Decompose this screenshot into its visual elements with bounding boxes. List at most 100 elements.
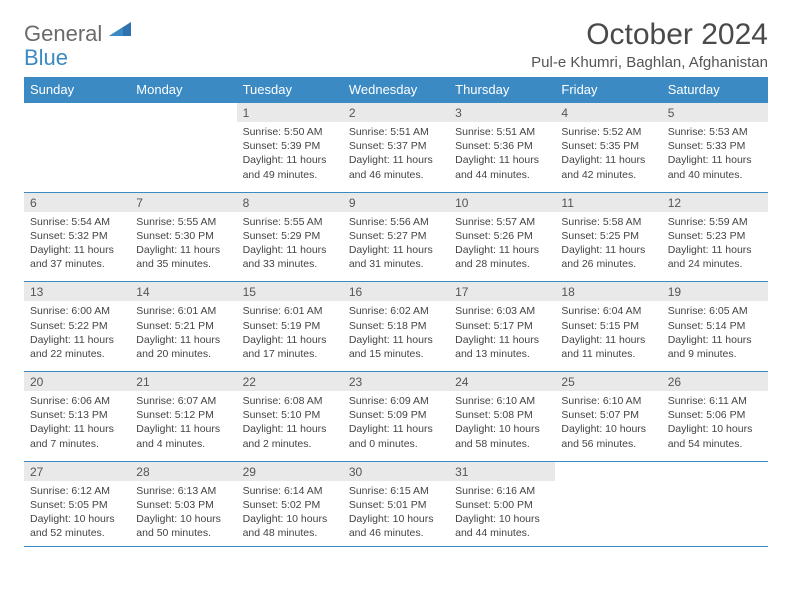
daylight-text-1: Daylight: 10 hours [668,422,762,436]
daylight-text-1: Daylight: 10 hours [349,512,443,526]
sunrise-text: Sunrise: 6:15 AM [349,484,443,498]
daylight-text-2: and 33 minutes. [243,257,337,271]
daylight-text-2: and 26 minutes. [561,257,655,271]
week-1-daynum-row: 12345 [24,103,768,123]
sunset-text: Sunset: 5:05 PM [30,498,124,512]
daylight-text-2: and 35 minutes. [136,257,230,271]
calendar-table: Sunday Monday Tuesday Wednesday Thursday… [24,77,768,547]
sunrise-text: Sunrise: 5:53 AM [668,125,762,139]
day-number-cell: 20 [24,372,130,392]
daylight-text-1: Daylight: 11 hours [668,153,762,167]
daylight-text-2: and 52 minutes. [30,526,124,540]
sunset-text: Sunset: 5:33 PM [668,139,762,153]
header: General Blue October 2024 Pul-e Khumri, … [24,18,768,71]
location-text: Pul-e Khumri, Baghlan, Afghanistan [531,54,768,71]
daylight-text-1: Daylight: 11 hours [455,243,549,257]
sunset-text: Sunset: 5:00 PM [455,498,549,512]
day-number-cell: 26 [662,372,768,392]
daylight-text-1: Daylight: 11 hours [455,153,549,167]
sunset-text: Sunset: 5:09 PM [349,408,443,422]
daylight-text-1: Daylight: 11 hours [349,243,443,257]
daylight-text-2: and 24 minutes. [668,257,762,271]
day-number-cell: 24 [449,372,555,392]
sunset-text: Sunset: 5:10 PM [243,408,337,422]
day-detail-cell: Sunrise: 5:53 AMSunset: 5:33 PMDaylight:… [662,122,768,192]
daylight-text-2: and 46 minutes. [349,526,443,540]
dow-saturday: Saturday [662,77,768,103]
day-detail-cell: Sunrise: 6:09 AMSunset: 5:09 PMDaylight:… [343,391,449,461]
day-detail-cell: Sunrise: 5:51 AMSunset: 5:36 PMDaylight:… [449,122,555,192]
daylight-text-1: Daylight: 11 hours [136,333,230,347]
sunrise-text: Sunrise: 6:09 AM [349,394,443,408]
day-detail-cell: Sunrise: 5:58 AMSunset: 5:25 PMDaylight:… [555,212,661,282]
day-number-cell: 2 [343,103,449,123]
day-detail-cell: Sunrise: 5:52 AMSunset: 5:35 PMDaylight:… [555,122,661,192]
sunrise-text: Sunrise: 6:14 AM [243,484,337,498]
day-of-week-row: Sunday Monday Tuesday Wednesday Thursday… [24,77,768,103]
day-detail-cell: Sunrise: 5:55 AMSunset: 5:29 PMDaylight:… [237,212,343,282]
day-number-cell: 31 [449,461,555,481]
day-detail-cell: Sunrise: 6:02 AMSunset: 5:18 PMDaylight:… [343,301,449,371]
sunset-text: Sunset: 5:03 PM [136,498,230,512]
day-number-cell: 23 [343,372,449,392]
daylight-text-1: Daylight: 11 hours [349,153,443,167]
daylight-text-2: and 49 minutes. [243,168,337,182]
day-number-cell: 4 [555,103,661,123]
daylight-text-1: Daylight: 11 hours [668,333,762,347]
month-title: October 2024 [531,18,768,52]
day-detail-cell: Sunrise: 6:06 AMSunset: 5:13 PMDaylight:… [24,391,130,461]
daylight-text-1: Daylight: 11 hours [136,422,230,436]
day-detail-cell: Sunrise: 5:57 AMSunset: 5:26 PMDaylight:… [449,212,555,282]
day-number-cell: 29 [237,461,343,481]
week-4-detail-row: Sunrise: 6:06 AMSunset: 5:13 PMDaylight:… [24,391,768,461]
sunset-text: Sunset: 5:32 PM [30,229,124,243]
sunset-text: Sunset: 5:30 PM [136,229,230,243]
day-detail-cell: Sunrise: 6:10 AMSunset: 5:08 PMDaylight:… [449,391,555,461]
week-2-detail-row: Sunrise: 5:54 AMSunset: 5:32 PMDaylight:… [24,212,768,282]
day-detail-cell: Sunrise: 6:14 AMSunset: 5:02 PMDaylight:… [237,481,343,547]
logo-triangle-icon [109,22,131,43]
daylight-text-2: and 48 minutes. [243,526,337,540]
sunrise-text: Sunrise: 6:08 AM [243,394,337,408]
day-detail-cell: Sunrise: 6:13 AMSunset: 5:03 PMDaylight:… [130,481,236,547]
daylight-text-2: and 31 minutes. [349,257,443,271]
sunrise-text: Sunrise: 5:56 AM [349,215,443,229]
daylight-text-2: and 58 minutes. [455,437,549,451]
day-number-cell [555,461,661,481]
sunrise-text: Sunrise: 6:10 AM [455,394,549,408]
sunset-text: Sunset: 5:19 PM [243,319,337,333]
day-number-cell: 14 [130,282,236,302]
day-number-cell: 9 [343,192,449,212]
day-number-cell: 12 [662,192,768,212]
daylight-text-1: Daylight: 11 hours [455,333,549,347]
sunset-text: Sunset: 5:14 PM [668,319,762,333]
day-number-cell: 10 [449,192,555,212]
day-number-cell [24,103,130,123]
day-detail-cell: Sunrise: 6:10 AMSunset: 5:07 PMDaylight:… [555,391,661,461]
sunset-text: Sunset: 5:06 PM [668,408,762,422]
day-detail-cell: Sunrise: 6:04 AMSunset: 5:15 PMDaylight:… [555,301,661,371]
daylight-text-1: Daylight: 11 hours [30,333,124,347]
sunset-text: Sunset: 5:36 PM [455,139,549,153]
daylight-text-2: and 40 minutes. [668,168,762,182]
day-detail-cell: Sunrise: 6:00 AMSunset: 5:22 PMDaylight:… [24,301,130,371]
dow-sunday: Sunday [24,77,130,103]
day-number-cell: 11 [555,192,661,212]
daylight-text-1: Daylight: 11 hours [243,153,337,167]
sunrise-text: Sunrise: 6:01 AM [243,304,337,318]
daylight-text-2: and 4 minutes. [136,437,230,451]
sunrise-text: Sunrise: 6:03 AM [455,304,549,318]
day-detail-cell: Sunrise: 6:12 AMSunset: 5:05 PMDaylight:… [24,481,130,547]
daylight-text-1: Daylight: 11 hours [561,153,655,167]
day-detail-cell [24,122,130,192]
daylight-text-2: and 15 minutes. [349,347,443,361]
sunset-text: Sunset: 5:17 PM [455,319,549,333]
logo: General Blue [24,18,131,70]
dow-friday: Friday [555,77,661,103]
sunrise-text: Sunrise: 6:16 AM [455,484,549,498]
daylight-text-2: and 0 minutes. [349,437,443,451]
dow-tuesday: Tuesday [237,77,343,103]
daylight-text-1: Daylight: 11 hours [30,243,124,257]
logo-word-2: Blue [24,45,68,70]
day-number-cell: 7 [130,192,236,212]
